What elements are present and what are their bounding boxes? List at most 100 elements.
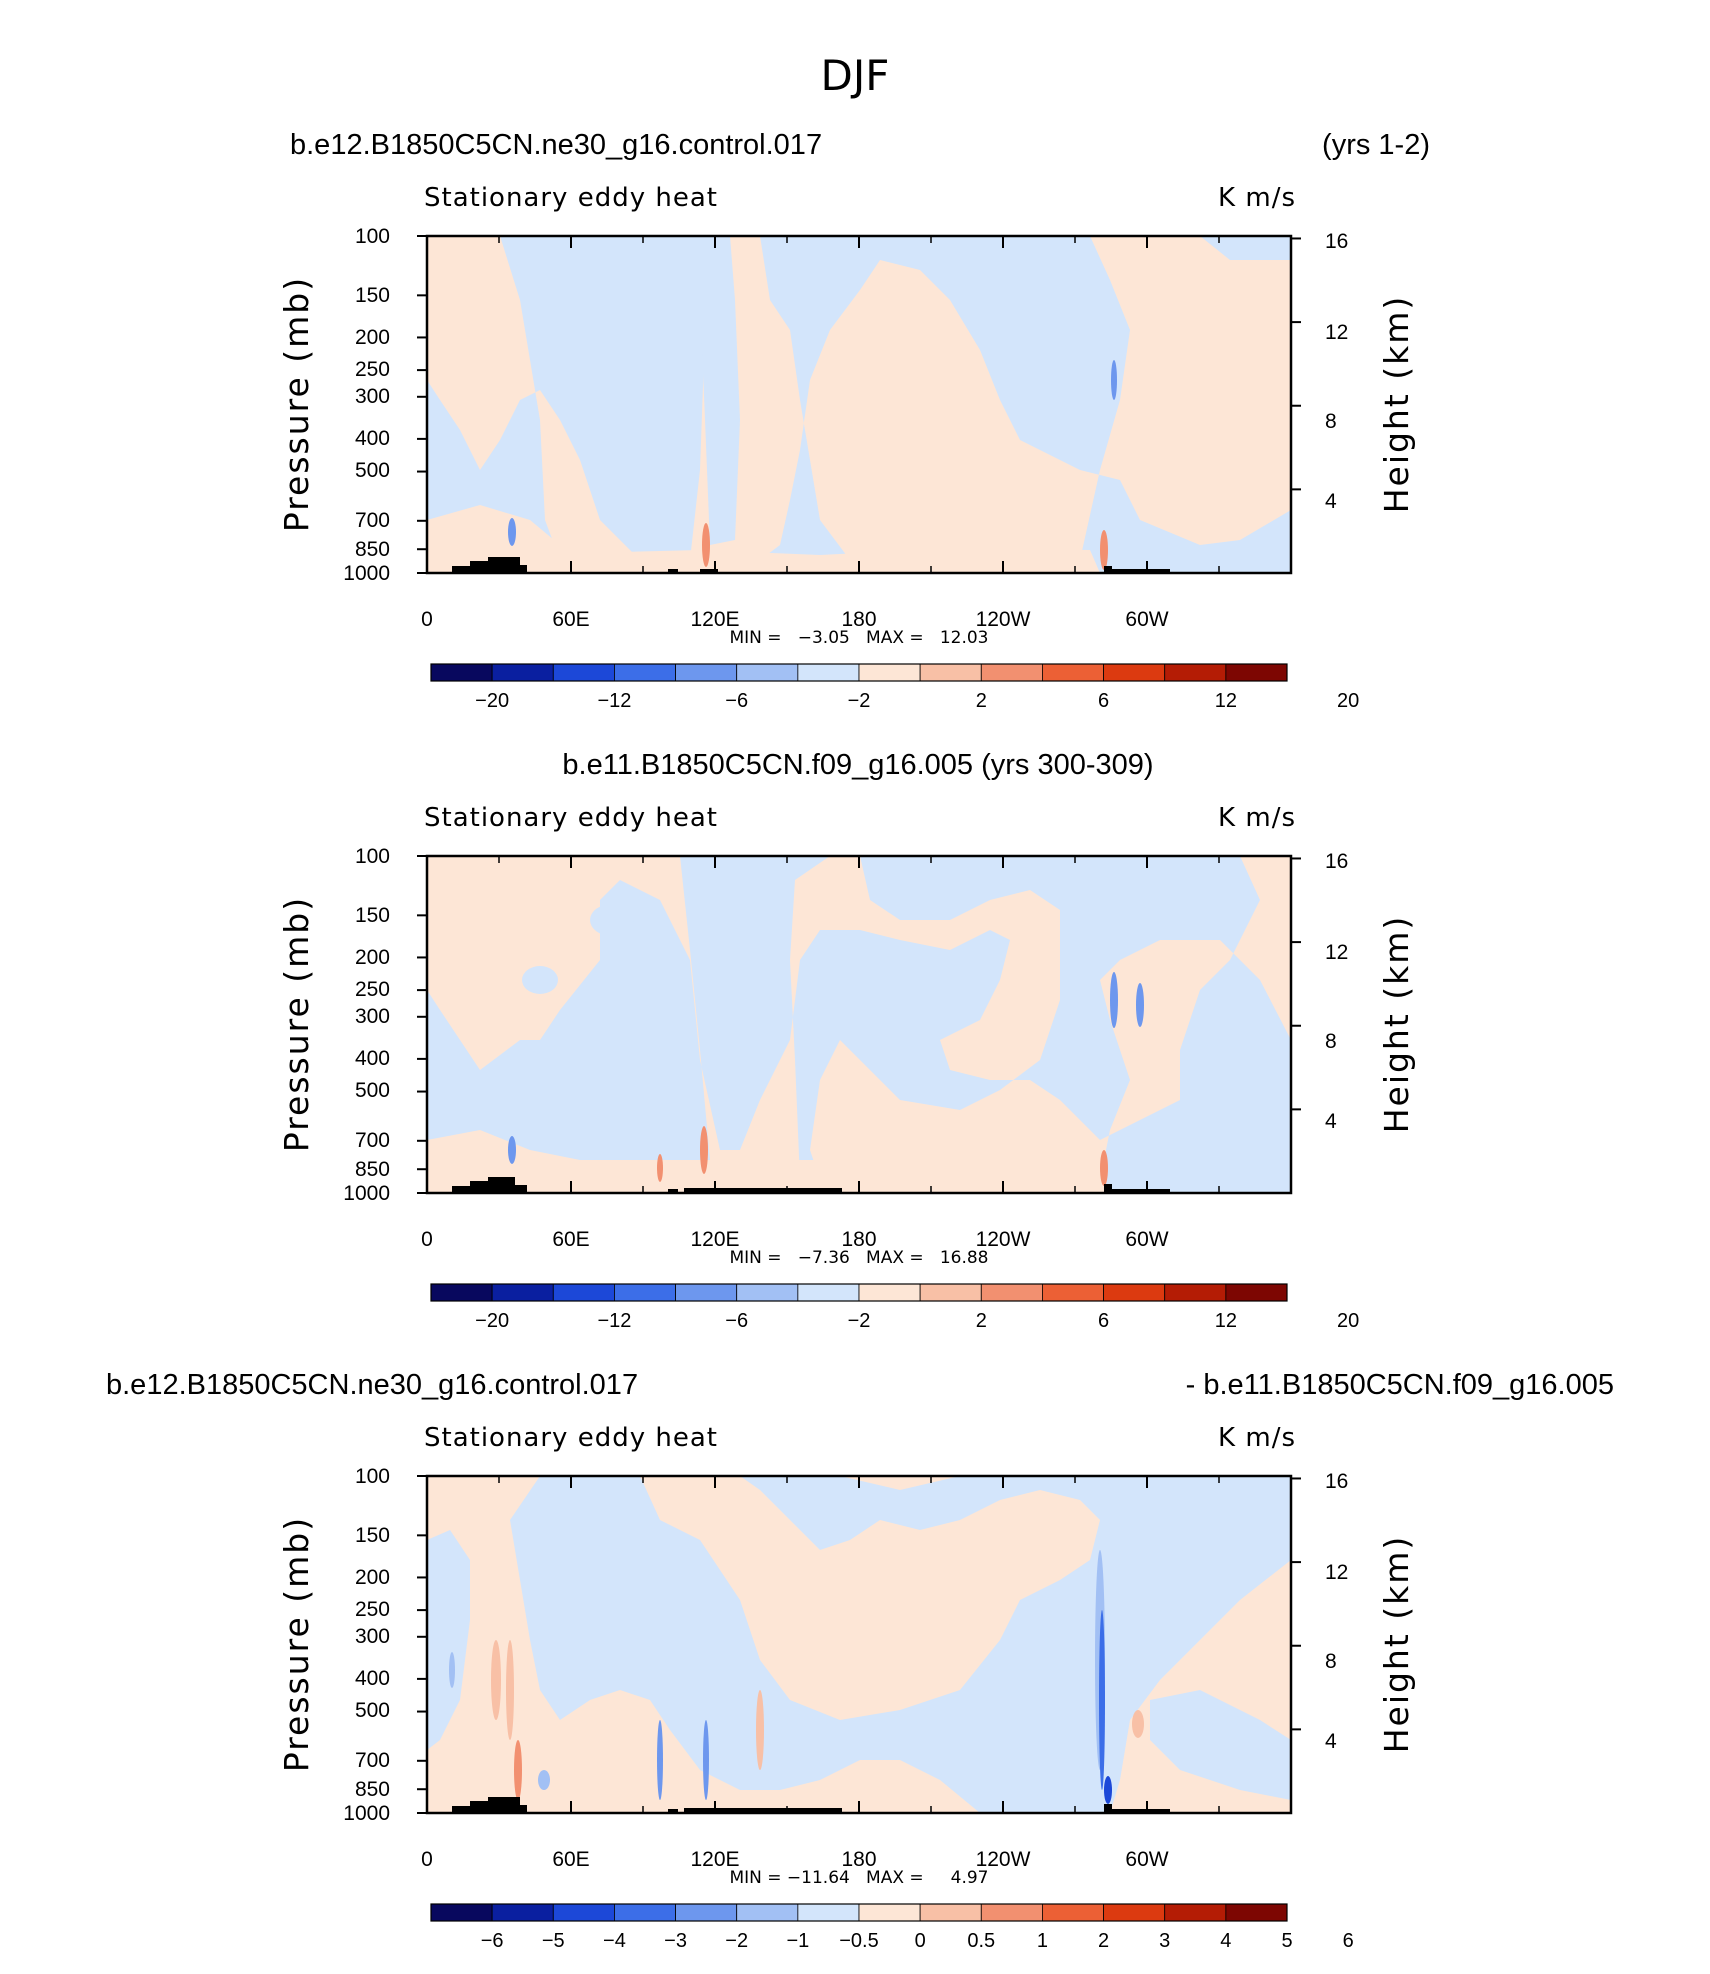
panel-2-positive-region	[427, 856, 1291, 1180]
panel-3-negative-cell-5	[703, 1720, 709, 1800]
panel-3-y2-axis-label: Height (km)	[1377, 1535, 1416, 1754]
panel-2-y-tick-700: 700	[355, 1129, 390, 1152]
panel-1-negative-cell	[1111, 360, 1117, 400]
panel-3-plot	[427, 1476, 1291, 1813]
panel-3-height-tick-12: 12	[1325, 1561, 1348, 1584]
panel-2-positive-cell-2	[657, 1154, 663, 1182]
panel-3-variable: Stationary eddy heat	[424, 1423, 718, 1453]
colorbar-swatch	[614, 1903, 676, 1922]
panel-1-y-tick-500: 500	[355, 459, 390, 482]
colorbar-label: 4	[1220, 1930, 1231, 1952]
colorbar-swatch	[430, 663, 493, 682]
colorbar-swatch	[797, 1903, 860, 1922]
colorbar-label: −2	[848, 1310, 871, 1332]
colorbar-swatch	[552, 1903, 615, 1922]
colorbar-label: −1	[786, 1930, 809, 1952]
panel-1-y-tick-850: 850	[355, 538, 390, 561]
panel-1-positive-region-2	[427, 505, 1100, 573]
colorbar-label: −6	[725, 690, 748, 712]
panel-3-negative-region-3	[1150, 1690, 1291, 1800]
colorbar-swatch	[552, 1283, 615, 1302]
panel-3-minmax: MIN = −11.64 MAX = 4.97	[729, 1868, 988, 1888]
colorbar-label: 2	[976, 690, 987, 712]
panel-2-negative-patch	[522, 966, 558, 994]
panel-2-x-tick-120E: 120E	[690, 1228, 739, 1251]
colorbar-swatch	[1103, 1903, 1166, 1922]
colorbar-swatch	[1042, 1283, 1104, 1302]
panel-3-y-axis-label: Pressure (mb)	[277, 1516, 316, 1772]
colorbar-label: −3	[664, 1930, 687, 1952]
panel-2-negative-cell-2	[1136, 983, 1144, 1027]
colorbar-label: 12	[1215, 1310, 1237, 1332]
panel-1-y-tick-1000: 1000	[343, 562, 390, 585]
colorbar-label: 20	[1337, 690, 1359, 712]
panel-3-negative-cell-3	[1104, 1776, 1112, 1804]
panel-2-negative-patch-2	[590, 904, 634, 936]
colorbar-swatch	[1103, 663, 1166, 682]
panel-1-units: K m/s	[1218, 183, 1296, 213]
panel-1-x-tick-60W: 60W	[1125, 608, 1168, 631]
colorbar-swatch	[736, 1903, 799, 1922]
panel-3-height-tick-4: 4	[1325, 1730, 1337, 1753]
colorbar-swatch	[675, 663, 738, 682]
panel-2-x-tick-60E: 60E	[552, 1228, 589, 1251]
panel-3-positive-cell	[491, 1640, 501, 1720]
colorbar-swatch	[736, 1283, 799, 1302]
panel-2-x-tick-0: 0	[421, 1228, 433, 1251]
panel-1-positive-cell	[702, 523, 710, 567]
panel-2-positive-cell	[700, 1126, 708, 1174]
panel-3-x-tick-120W: 120W	[976, 1848, 1031, 1871]
panel-1-header-left: b.e12.B1850C5CN.ne30_g16.control.017	[290, 129, 822, 161]
panel-3-negative-cell-4	[657, 1720, 663, 1800]
colorbar-label: 6	[1343, 1930, 1354, 1952]
colorbar-swatch	[1225, 1903, 1288, 1922]
panel-3-x-tick-60W: 60W	[1125, 1848, 1168, 1871]
colorbar-swatch	[491, 1903, 554, 1922]
panel-2-ticks	[417, 855, 1301, 1194]
panel-1-y-tick-200: 200	[355, 326, 390, 349]
colorbar-swatch	[1164, 1283, 1227, 1302]
panel-3-ticks	[417, 1475, 1301, 1814]
colorbar-label: 5	[1281, 1930, 1292, 1952]
colorbar-label: 12	[1215, 690, 1237, 712]
panel-3-y-tick-250: 250	[355, 1598, 390, 1621]
colorbar-swatch	[491, 663, 554, 682]
panel-3-colorbar-frame	[430, 1903, 1288, 1922]
panel-1-y-tick-400: 400	[355, 427, 390, 450]
panel-2-y-axis-label: Pressure (mb)	[277, 896, 316, 1152]
colorbar-swatch	[980, 1283, 1043, 1302]
colorbar-label: 1	[1037, 1930, 1048, 1952]
panel-1-height-tick-8: 8	[1325, 410, 1337, 433]
colorbar-swatch	[1164, 663, 1227, 682]
panel-1-height-tick-4: 4	[1325, 490, 1337, 513]
panel-1-terrain	[452, 557, 1170, 573]
panel-3-positive-cell-5	[756, 1690, 764, 1770]
panel-1-y-tick-150: 150	[355, 284, 390, 307]
panel-3-y-tick-200: 200	[355, 1566, 390, 1589]
panel-3-x-tick-120E: 120E	[690, 1848, 739, 1871]
figure-title: DJF	[821, 51, 890, 100]
panel-1-y-tick-250: 250	[355, 358, 390, 381]
panel-3-x-tick-180: 180	[841, 1848, 876, 1871]
colorbar-label: −6	[725, 1310, 748, 1332]
panel-1-minmax: MIN = −3.05 MAX = 12.03	[729, 628, 988, 648]
colorbar-swatch	[919, 1903, 982, 1922]
colorbar-swatch	[1164, 1903, 1227, 1922]
panel-3-positive-cell-2	[506, 1640, 514, 1740]
colorbar-label: 3	[1159, 1930, 1170, 1952]
panel-2-x-tick-120W: 120W	[976, 1228, 1031, 1251]
panel-2-colorbar-frame	[430, 1283, 1288, 1302]
panel-3-x-tick-0: 0	[421, 1848, 433, 1871]
panel-1-negative-patch	[700, 236, 740, 545]
colorbar-swatch	[1042, 663, 1104, 682]
colorbar-label: −20	[475, 1310, 509, 1332]
panel-3-colorbar: −6 −5 −4 −3 −2 −1 −0.5 0 0.5 1 2 3 4 5 6	[430, 1903, 1354, 1952]
panel-1-colorbar: −20 −12 −6 −2 2 6 12 20	[430, 663, 1359, 712]
panel-3-negative-cell-7	[538, 1770, 550, 1790]
panel-3-negative-region-2	[427, 1530, 470, 1750]
panel-3-negative-cell-2	[1099, 1610, 1105, 1790]
colorbar-label: −2	[848, 690, 871, 712]
panel-2-x-tick-180: 180	[841, 1228, 876, 1251]
colorbar-swatch	[491, 1283, 554, 1302]
panel-3-height-tick-16: 16	[1325, 1470, 1348, 1493]
